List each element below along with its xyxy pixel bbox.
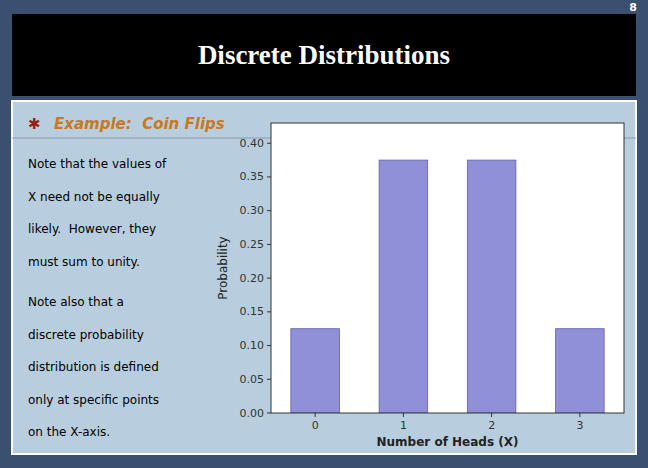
content-area (12, 101, 636, 454)
x-tick (579, 413, 580, 417)
y-tick (267, 278, 271, 279)
y-tick (267, 379, 271, 380)
body-text: only at specific points (28, 393, 159, 407)
y-tick (267, 143, 271, 144)
y-tick-label: 0.15 (240, 305, 265, 318)
y-tick (267, 311, 271, 312)
body-text: Note also that a (28, 295, 124, 309)
slide-background (0, 0, 648, 468)
subtitle-symbol: ✱ (28, 115, 41, 133)
y-tick-label: 0.00 (240, 407, 265, 420)
y-tick (267, 244, 271, 245)
y-tick-label: 0.35 (240, 170, 265, 183)
body-text: distribution is defined (28, 360, 159, 374)
bar (556, 329, 605, 413)
y-tick-label: 0.20 (240, 272, 265, 285)
y-tick (267, 413, 271, 414)
subtitle: Example: Coin Flips (54, 115, 225, 133)
plot-frame (271, 123, 624, 413)
plot-background (271, 123, 624, 413)
y-axis-label: Probability (216, 236, 230, 299)
bar (467, 160, 516, 413)
y-tick-label: 0.25 (240, 238, 265, 251)
y-tick-label: 0.05 (240, 373, 265, 386)
x-tick (403, 413, 404, 417)
x-axis-label: Number of Heads (X) (377, 435, 519, 449)
y-tick-label: 0.10 (240, 339, 265, 352)
y-tick (267, 176, 271, 177)
body-text: Note that the values of (28, 157, 167, 171)
body-text: must sum to unity. (28, 255, 140, 269)
x-tick-label: 1 (400, 419, 407, 432)
x-tick (315, 413, 316, 417)
body-text: X need not be equally (28, 190, 160, 204)
x-tick-label: 0 (312, 419, 319, 432)
y-tick (267, 345, 271, 346)
y-tick-label: 0.30 (240, 204, 265, 217)
y-tick (267, 210, 271, 211)
bars (291, 160, 604, 413)
body-text: discrete probability (28, 328, 144, 342)
x-tick-label: 2 (488, 419, 495, 432)
body-text: on the X-axis. (28, 425, 110, 439)
slide-number: 8 (629, 1, 637, 14)
slide: 8 Discrete Distributions ✱ Example: Coin Fl… (0, 0, 648, 468)
body-text: likely. However, they (28, 222, 156, 236)
bar (379, 160, 428, 413)
x-tick-label: 3 (576, 419, 583, 432)
y-tick-label: 0.40 (240, 137, 265, 150)
bar (291, 329, 340, 413)
title-bar (12, 14, 636, 96)
title: Discrete Distributions (198, 40, 450, 70)
x-tick (491, 413, 492, 417)
